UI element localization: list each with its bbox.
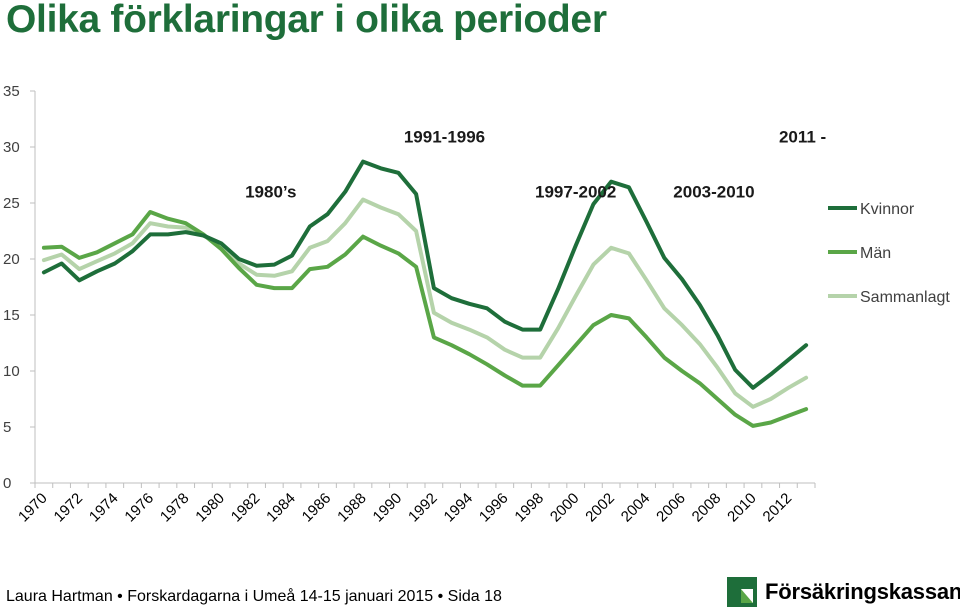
x-tick-label: 2010 — [724, 490, 760, 526]
x-tick-label: 1974 — [86, 490, 122, 526]
x-tick-label: 1970 — [15, 490, 51, 526]
logo-icon — [727, 577, 757, 607]
y-tick-label: 15 — [3, 307, 20, 324]
x-tick-label: 1986 — [299, 490, 335, 526]
y-tick-label: 5 — [3, 419, 11, 436]
logo-name: Försäkringskassan — [765, 579, 960, 604]
slide-title: Olika förklaringar i olika perioder — [6, 0, 607, 41]
period-annotation: 1980’s — [245, 182, 296, 201]
y-tick-label: 30 — [3, 139, 20, 156]
series-line-man — [41, 210, 809, 428]
x-tick-label: 2000 — [547, 490, 583, 526]
x-tick-label: 1988 — [334, 490, 370, 526]
x-tick-label: 1994 — [441, 490, 477, 526]
x-tick-label: 1982 — [228, 490, 264, 526]
x-tick-label: 1972 — [51, 490, 87, 526]
legend-label: Sammanlagt — [860, 289, 950, 306]
y-tick-label: 10 — [3, 363, 20, 380]
x-tick-label: 1984 — [263, 490, 299, 526]
y-tick-label: 25 — [3, 195, 20, 212]
x-axis-ticks: 1970 1972 1974 1976 1978 1980 1982 1984 1986 1988… — [15, 483, 816, 526]
y-tick-label: 0 — [3, 475, 11, 492]
series-lines — [41, 159, 809, 428]
x-tick-label: 1996 — [476, 490, 512, 526]
series-line-kvinnor — [41, 159, 809, 390]
chart-axes — [34, 91, 815, 484]
x-tick-label: 1980 — [192, 490, 228, 526]
x-tick-label: 2002 — [582, 490, 618, 526]
y-tick-label: 35 — [3, 83, 20, 100]
x-tick-label: 2008 — [689, 490, 725, 526]
period-annotation: 2011 - — [779, 128, 826, 147]
x-tick-label: 1976 — [121, 490, 157, 526]
slide-footer: Laura Hartman • Forskardagarna i Umeå 14… — [6, 588, 502, 605]
period-annotation: 2003-2010 — [673, 182, 754, 201]
period-annotation: 1991-1996 — [404, 128, 485, 147]
x-tick-label: 1992 — [405, 490, 441, 526]
x-tick-label: 2004 — [618, 490, 654, 526]
forsakringskassan-logo: Försäkringskassan — [727, 577, 960, 607]
period-annotations: 1980’s 1991-1996 1997-2002 2003-2010 2011 - — [245, 128, 826, 202]
y-axis-ticks: 0 5 10 15 20 25 30 35 — [3, 83, 35, 492]
series-line-sammanlagt — [41, 197, 809, 409]
legend-label: Kvinnor — [860, 201, 915, 218]
x-tick-label: 1998 — [511, 490, 547, 526]
x-tick-label: 2006 — [653, 490, 689, 526]
x-tick-label: 1990 — [370, 490, 406, 526]
legend-label: Män — [860, 245, 891, 262]
chart-legend: Kvinnor Män Sammanlagt — [828, 201, 950, 306]
x-tick-label: 1978 — [157, 490, 193, 526]
period-annotation: 1997-2002 — [535, 182, 616, 201]
x-tick-label: 2012 — [760, 490, 796, 526]
y-tick-label: 20 — [3, 251, 20, 268]
